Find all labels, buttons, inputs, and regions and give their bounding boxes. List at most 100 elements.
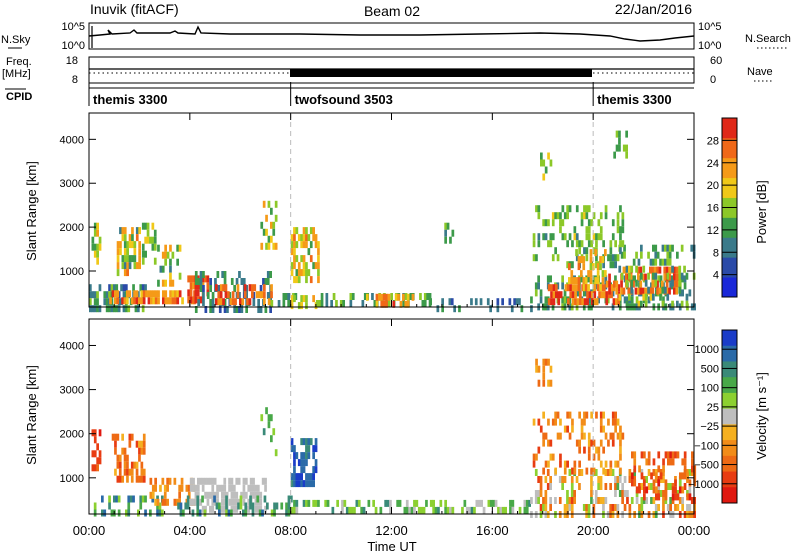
data-cell	[449, 506, 452, 514]
data-cell	[539, 425, 543, 433]
data-cell	[147, 297, 151, 305]
data-cell	[290, 495, 293, 503]
data-cell	[601, 256, 605, 264]
data-cell	[554, 212, 557, 220]
data-cell	[228, 292, 232, 299]
data-cell	[592, 467, 596, 475]
data-cell	[217, 298, 221, 306]
data-cell	[161, 251, 165, 259]
data-cell	[662, 497, 665, 504]
data-cell	[570, 504, 574, 511]
data-cell	[616, 254, 620, 262]
data-cell	[693, 472, 697, 480]
data-cell	[142, 475, 146, 483]
data-cell	[546, 483, 550, 490]
data-cell	[169, 290, 172, 298]
data-cell	[127, 509, 131, 517]
data-cell	[317, 269, 320, 277]
data-cell	[201, 495, 204, 503]
data-cell	[622, 266, 626, 274]
data-cell	[587, 453, 591, 461]
data-cell	[621, 497, 624, 504]
data-cell	[203, 509, 207, 517]
data-cell	[219, 284, 223, 292]
data-cell	[563, 476, 567, 483]
data-cell	[290, 473, 294, 481]
data-cell	[511, 499, 515, 507]
data-cell	[251, 502, 255, 510]
data-cell	[633, 479, 637, 487]
data-cell	[300, 473, 303, 481]
data-cell	[616, 219, 620, 227]
data-cell	[293, 459, 296, 467]
data-cell	[618, 476, 622, 483]
data-cell	[132, 495, 135, 503]
power-colorbar-tick-label: 4	[713, 270, 719, 282]
data-cell	[199, 498, 203, 506]
time-tick-label: 08:00	[274, 523, 307, 538]
data-cell	[594, 277, 598, 285]
data-cell	[108, 502, 111, 510]
data-cell	[164, 297, 168, 305]
data-cell	[587, 439, 591, 447]
data-cell	[178, 491, 181, 499]
cpid-segment-label: themis 3300	[597, 92, 671, 107]
data-cell	[194, 484, 198, 492]
data-cell	[423, 293, 427, 300]
data-cell	[549, 240, 553, 248]
data-cell	[128, 468, 132, 476]
data-cell	[573, 460, 577, 468]
data-cell	[652, 244, 655, 252]
data-cell	[137, 305, 140, 313]
data-cell	[123, 468, 127, 476]
data-cell	[417, 506, 421, 514]
data-cell	[153, 257, 157, 265]
data-cell	[550, 291, 553, 299]
data-cell	[201, 477, 205, 485]
data-cell	[123, 248, 127, 256]
data-cell	[475, 499, 479, 507]
data-cell	[580, 469, 584, 476]
data-cell	[351, 293, 355, 300]
data-cell	[558, 476, 562, 483]
time-tick-label: 16:00	[476, 523, 509, 538]
data-cell	[305, 234, 308, 242]
data-cell	[539, 504, 543, 511]
data-cell	[611, 418, 615, 426]
data-cell	[242, 498, 246, 506]
velocity-colorbar-bin	[722, 330, 737, 347]
data-cell	[678, 476, 682, 483]
data-cell	[587, 504, 591, 511]
data-cell	[530, 296, 533, 304]
data-cell	[349, 300, 353, 307]
data-cell	[555, 291, 558, 299]
nsky-trace	[88, 25, 695, 42]
data-cell	[300, 459, 303, 467]
data-cell	[683, 472, 687, 480]
data-cell	[633, 451, 637, 459]
data-cell	[199, 296, 202, 304]
data-cell	[330, 300, 333, 307]
data-cell	[135, 262, 139, 270]
power-colorbar-tick-label: 16	[707, 203, 719, 215]
data-cell	[614, 483, 617, 490]
data-cell	[150, 297, 153, 305]
data-cell	[609, 467, 613, 475]
data-cell	[592, 212, 596, 220]
data-cell	[174, 297, 177, 305]
data-cell	[196, 502, 200, 510]
data-cell	[542, 372, 546, 380]
power-colorbar-bin	[722, 257, 737, 278]
data-cell	[91, 450, 95, 458]
data-cell	[614, 261, 617, 269]
data-cell	[96, 305, 99, 313]
data-cell	[114, 468, 117, 476]
data-cell	[693, 504, 696, 511]
data-cell	[580, 270, 583, 278]
data-cell	[254, 484, 258, 492]
data-cell	[108, 305, 111, 313]
data-cell	[109, 297, 112, 305]
data-cell	[91, 291, 95, 299]
data-cell	[389, 506, 392, 514]
data-cell	[241, 298, 245, 306]
